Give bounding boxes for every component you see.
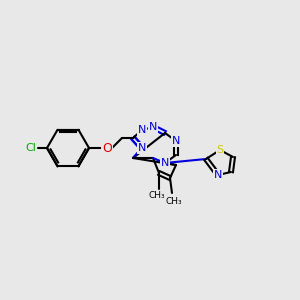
Text: CH₃: CH₃ xyxy=(166,196,182,206)
Text: N: N xyxy=(149,122,157,132)
Text: N: N xyxy=(138,143,146,153)
Text: N: N xyxy=(161,158,169,168)
Text: N: N xyxy=(172,136,180,146)
Text: N: N xyxy=(214,170,222,180)
Text: CH₃: CH₃ xyxy=(149,191,165,200)
Text: S: S xyxy=(216,145,224,155)
Text: N: N xyxy=(138,125,146,135)
Text: O: O xyxy=(102,142,112,154)
Text: Cl: Cl xyxy=(26,143,36,153)
